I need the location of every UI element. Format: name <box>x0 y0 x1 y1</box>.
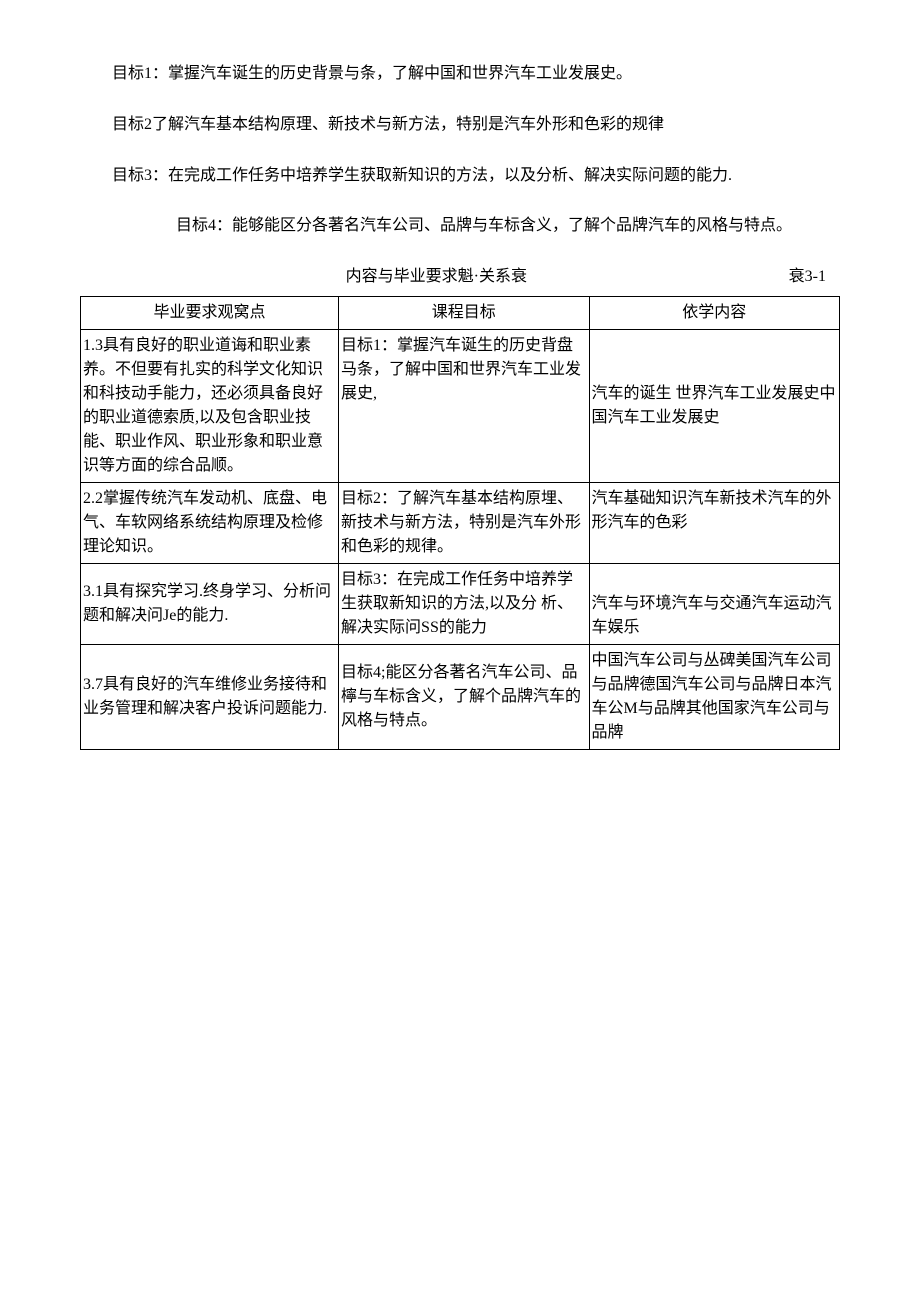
table-title-row: 内容与毕业要求魁·关系衰 衰3-1 <box>80 263 840 292</box>
cell-req: 1.3具有良好的职业道诲和职业素养。不但要有扎实的科学文化知识和科技动手能力，还… <box>81 329 339 482</box>
cell-req: 3.7具有良好的汽车维修业务接待和业务管理和解决客户投诉问题能力. <box>81 644 339 749</box>
header-goal: 课程目标 <box>339 296 589 329</box>
cell-req: 3.1具有探究学习.终身学习、分析问题和解决问Je的能力. <box>81 563 339 644</box>
goal-1: 目标1：掌握汽车诞生的历史背景与条，了解中国和世界汽车工业发展史。 <box>80 60 840 89</box>
content-table: 毕业要求观窝点 课程目标 依学内容 1.3具有良好的职业道诲和职业素养。不但要有… <box>80 296 840 750</box>
cell-req: 2.2掌握传统汽车发动机、底盘、电气、车软网络系统结构原理及检修理论知识。 <box>81 482 339 563</box>
table-header-row: 毕业要求观窝点 课程目标 依学内容 <box>81 296 840 329</box>
header-req: 毕业要求观窝点 <box>81 296 339 329</box>
goal-2: 目标2了解汽车基本结构原理、新技术与新方法，特别是汽车外形和色彩的规律 <box>80 111 840 140</box>
table-row: 2.2掌握传统汽车发动机、底盘、电气、车软网络系统结构原理及检修理论知识。 目标… <box>81 482 840 563</box>
goal-4: 目标4：能够能区分各著名汽车公司、品牌与车标含义，了解个品牌汽车的风格与特点。 <box>80 212 840 241</box>
table-title: 内容与毕业要求魁·关系衰 <box>84 263 789 292</box>
header-content: 依学内容 <box>589 296 839 329</box>
table-row: 1.3具有良好的职业道诲和职业素养。不但要有扎实的科学文化知识和科技动手能力，还… <box>81 329 840 482</box>
goal-3: 目标3：在完成工作任务中培养学生获取新知识的方法，以及分析、解决实际问题的能力. <box>80 162 840 191</box>
cell-content: 汽车基础知识汽车新技术汽车的外形汽车的色彩 <box>589 482 839 563</box>
cell-content: 中国汽车公司与丛碑美国汽车公司与品牌德国汽车公司与品牌日本汽车公M与品牌其他国家… <box>589 644 839 749</box>
cell-goal: 目标1：掌握汽车诞生的历史背盘马条，了解中国和世界汽车工业发展史, <box>339 329 589 482</box>
table-row: 3.7具有良好的汽车维修业务接待和业务管理和解决客户投诉问题能力. 目标4;能区… <box>81 644 840 749</box>
cell-goal: 目标3：在完成工作任务中培养学生获取新知识的方法,以及分 析、解决实际问SS的能… <box>339 563 589 644</box>
cell-content: 汽车与环境汽车与交通汽车运动汽车娱乐 <box>589 563 839 644</box>
cell-goal: 目标2：了解汽车基本结构原埋、新技术与新方法，特别是汽车外形和色彩的规律。 <box>339 482 589 563</box>
table-number: 衰3-1 <box>789 263 836 292</box>
cell-content: 汽车的诞生 世界汽车工业发展史中国汽车工业发展史 <box>589 329 839 482</box>
cell-goal: 目标4;能区分各著名汽车公司、品檸与车标含义，了解个品牌汽车的风格与特点。 <box>339 644 589 749</box>
table-row: 3.1具有探究学习.终身学习、分析问题和解决问Je的能力. 目标3：在完成工作任… <box>81 563 840 644</box>
